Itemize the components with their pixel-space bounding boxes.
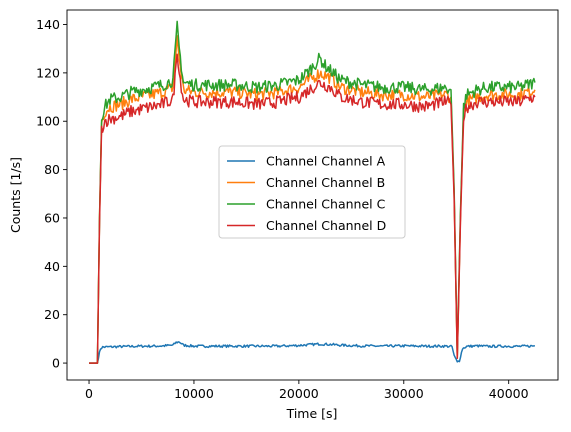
y-tick-label: 140: [36, 17, 60, 32]
legend-label: Channel Channel A: [266, 154, 386, 169]
x-axis-title: Time [s]: [286, 406, 338, 421]
x-tick-label: 30000: [384, 386, 424, 401]
y-tick-label: 60: [44, 210, 60, 225]
legend: Channel Channel A Channel Channel B Channe…: [218, 145, 406, 239]
x-axis: 0 10000 20000 30000 40000: [85, 380, 529, 401]
series-layer: [89, 20, 536, 364]
legend-label: Channel Channel C: [266, 197, 386, 212]
y-tick-label: 100: [36, 114, 60, 129]
y-tick-label: 80: [44, 162, 60, 177]
y-axis-title: Counts [1/s]: [8, 157, 23, 233]
legend-label: Channel Channel D: [266, 218, 386, 233]
legend-box: [218, 145, 406, 239]
y-tick-label: 40: [44, 259, 60, 274]
legend-label: Channel Channel B: [266, 175, 385, 190]
y-tick-label: 120: [36, 65, 60, 80]
plot-frame: [66, 9, 559, 381]
x-tick-label: 40000: [489, 386, 529, 401]
y-tick-label: 0: [52, 356, 60, 371]
y-axis: 0 20 40 60 80 100 120 140: [36, 17, 67, 371]
series-line: [89, 341, 535, 364]
x-tick-label: 0: [85, 386, 93, 401]
x-tick-label: 10000: [174, 386, 214, 401]
x-tick-label: 20000: [279, 386, 319, 401]
y-tick-label: 20: [44, 307, 60, 322]
series-line: [89, 53, 536, 364]
